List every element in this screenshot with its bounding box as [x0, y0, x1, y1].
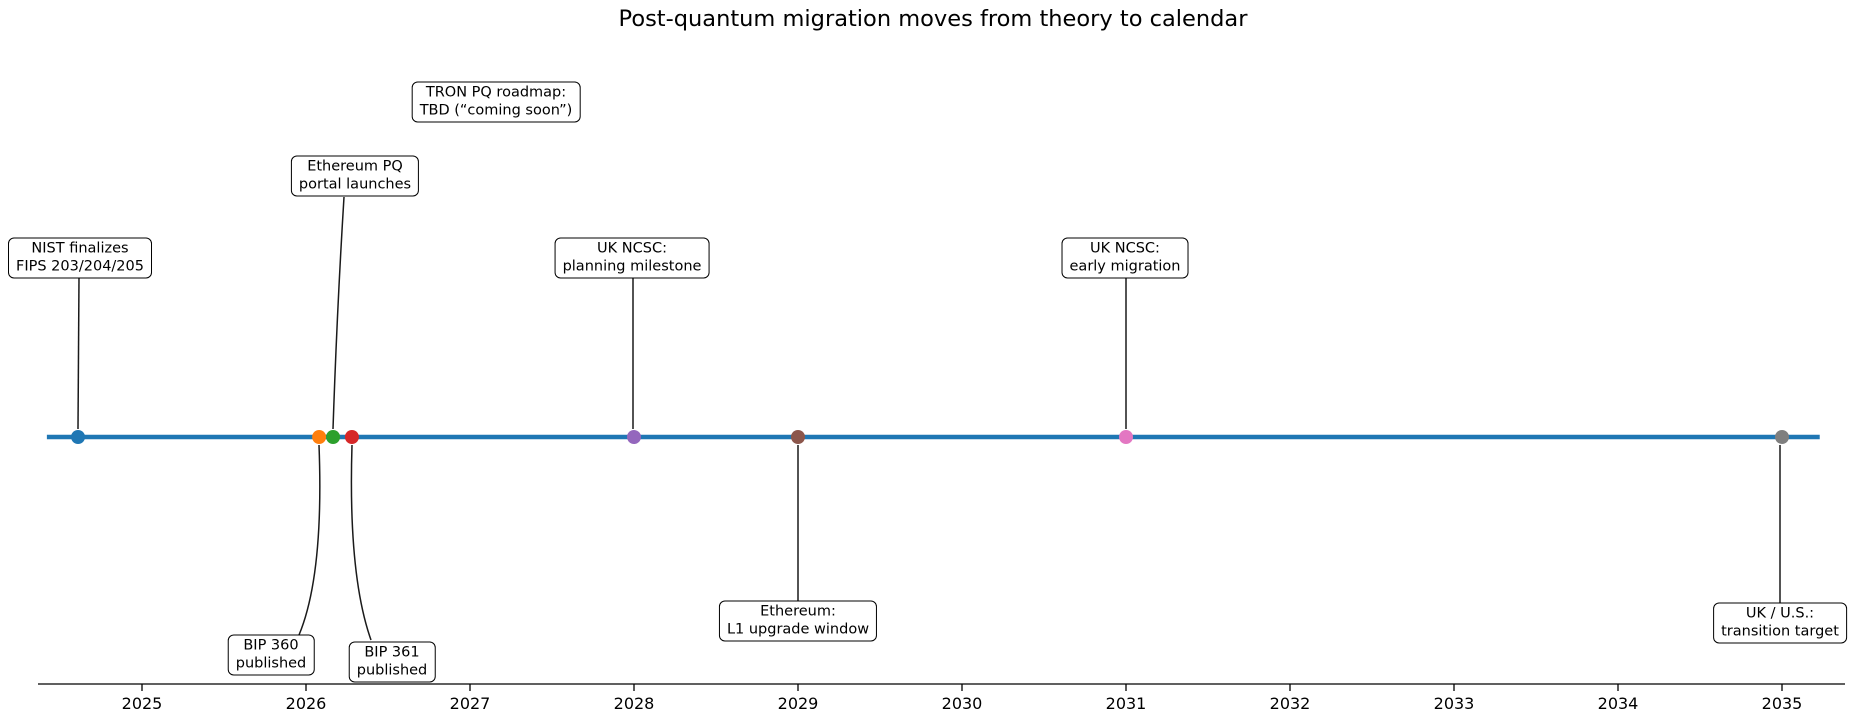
- event-dot-uk-ncsc-planning: [627, 430, 641, 444]
- annotation-text-line: TRON PQ roadmap:: [425, 84, 567, 101]
- annotation-text-line: early migration: [1069, 258, 1181, 274]
- annotation-uk-us-transition: UK / U.S.: transition target: [1713, 602, 1847, 644]
- annotation-text-line: UK NCSC:: [597, 240, 667, 257]
- annotation-uk-ncsc-planning: UK NCSC: planning milestone: [554, 237, 710, 279]
- annotation-text-line: published: [235, 655, 307, 671]
- event-dot-uk-us-transition: [1775, 430, 1789, 444]
- annotation-text-line: L1 upgrade window: [726, 621, 870, 637]
- event-dot-bip-360: [312, 430, 327, 444]
- x-axis-tick-label: 2034: [1597, 694, 1639, 713]
- annotation-tron-roadmap: TRON PQ roadmap: TBD (“coming soon”): [411, 81, 581, 123]
- event-dot-nist-fips: [71, 430, 86, 444]
- event-dot-ethereum-pq-portal: [326, 430, 341, 444]
- annotation-text-line: planning milestone: [562, 258, 702, 274]
- x-axis-tick-label: 2029: [777, 694, 819, 713]
- x-axis-tick-label: 2025: [121, 694, 163, 713]
- event-dot-ethereum-l1: [791, 430, 805, 444]
- annotation-text-line: portal launches: [298, 176, 412, 192]
- event-dot-uk-ncsc-early: [1119, 430, 1133, 444]
- chart-title: Post-quantum migration moves from theory…: [618, 6, 1248, 32]
- x-axis-tick-label: 2031: [1105, 694, 1147, 713]
- x-axis-tick-label: 2035: [1761, 694, 1803, 713]
- annotation-ethereum-l1: Ethereum: L1 upgrade window: [718, 600, 878, 642]
- x-axis-tick-label: 2026: [285, 694, 327, 713]
- annotation-text-line: BIP 361: [364, 644, 420, 661]
- annotation-text-line: published: [356, 662, 428, 678]
- annotation-ethereum-pq-portal: Ethereum PQ portal launches: [290, 155, 420, 197]
- annotation-text-line: FIPS 203/204/205: [16, 258, 144, 274]
- annotation-nist-fips: NIST finalizes FIPS 203/204/205: [8, 237, 152, 279]
- annotation-text-line: BIP 360: [243, 637, 299, 654]
- x-axis-tick-label: 2033: [1433, 694, 1475, 713]
- leader-line-nist-fips: [77, 276, 80, 430]
- x-axis-tick-label: 2030: [941, 694, 983, 713]
- leader-line-bip-361: [350, 444, 372, 641]
- annotation-bip-360: BIP 360 published: [227, 634, 315, 676]
- annotation-text-line: NIST finalizes: [31, 240, 129, 257]
- annotation-text-line: Ethereum:: [760, 603, 836, 620]
- x-axis-tick-label: 2028: [613, 694, 655, 713]
- annotation-bip-361: BIP 361 published: [348, 641, 436, 683]
- annotation-text-line: TBD (“coming soon”): [419, 102, 573, 118]
- leader-line-bip-360: [298, 444, 321, 636]
- annotation-text-line: Ethereum PQ: [307, 158, 403, 175]
- annotation-uk-ncsc-early: UK NCSC: early migration: [1061, 237, 1189, 279]
- x-axis-tick-label: 2027: [449, 694, 491, 713]
- annotation-text-line: UK NCSC:: [1090, 240, 1160, 257]
- event-dot-bip-361: [344, 430, 359, 444]
- leader-line-ethereum-pq-portal: [332, 196, 345, 430]
- annotation-text-line: UK / U.S.:: [1745, 605, 1815, 622]
- annotation-text-line: transition target: [1721, 623, 1839, 639]
- x-axis-tick-label: 2032: [1269, 694, 1311, 713]
